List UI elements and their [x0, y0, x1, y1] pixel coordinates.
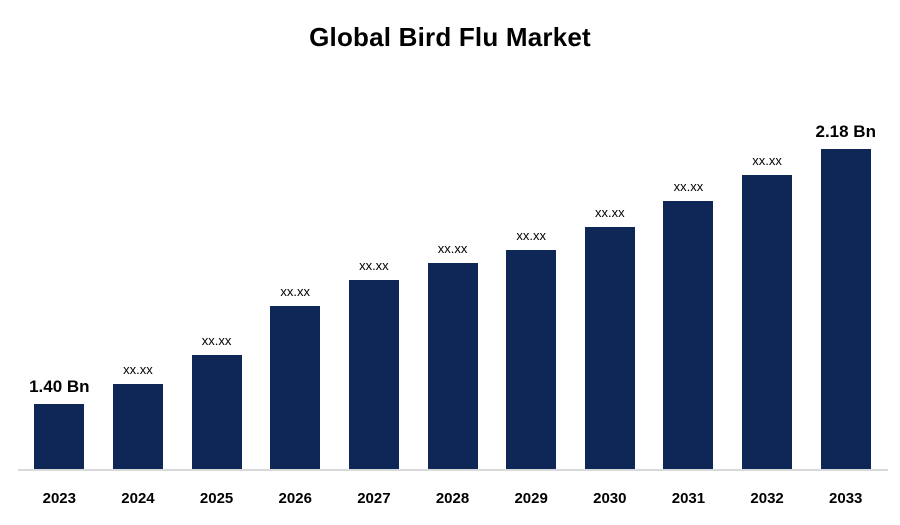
bar	[191, 355, 242, 469]
bar-column: xx.xx	[570, 205, 649, 469]
bar	[506, 250, 557, 469]
x-axis-label: 2024	[121, 490, 155, 507]
x-axis-label: 2031	[671, 490, 706, 507]
x-axis-label: 2029	[514, 490, 548, 507]
plot-area: 1.40 Bn xx.xx xx.xx xx.xx xx.xx xx.xx xx.xx xx.…	[20, 69, 885, 469]
bar	[820, 149, 871, 469]
bar-value-label: xx.xx	[201, 333, 232, 348]
x-axis-label: 2030	[593, 490, 627, 507]
bar	[663, 201, 714, 469]
bar-value-label: 1.40 Bn	[29, 377, 90, 396]
x-axis-label: 2033	[829, 490, 863, 507]
bar-column: xx.xx	[177, 333, 256, 469]
x-axis-line	[18, 469, 888, 471]
bar-column: xx.xx	[728, 153, 807, 469]
bar	[112, 384, 163, 469]
bar-value-label: xx.xx	[280, 284, 311, 299]
bar-column: xx.xx	[335, 258, 414, 469]
bar-value-label: xx.xx	[673, 179, 704, 194]
bar-column: xx.xx	[99, 362, 178, 469]
x-axis-label: 2032	[750, 490, 784, 507]
x-axis-label: 2027	[357, 490, 391, 507]
bar-value-label: xx.xx	[516, 228, 546, 243]
bar	[427, 263, 478, 469]
x-axis-label: 2026	[278, 490, 312, 507]
bar-value-label: xx.xx	[359, 258, 389, 273]
bar	[348, 280, 399, 469]
x-axis-labels: 2023 2024 2025 2026 2027 2028 2029 2030 2031 2032…	[20, 490, 885, 507]
bar-value-label: xx.xx	[123, 362, 153, 377]
bar-value-label: xx.xx	[594, 205, 625, 220]
bar-column: xx.xx	[649, 179, 728, 469]
x-axis-label: 2025	[199, 490, 234, 507]
bar-value-label: xx.xx	[437, 241, 468, 256]
bar	[742, 175, 793, 469]
bar-column: xx.xx	[413, 241, 492, 469]
x-axis-label: 2028	[435, 490, 470, 507]
bar	[270, 306, 321, 469]
bar	[584, 227, 635, 469]
x-axis-label: 2023	[42, 490, 76, 507]
bar-column: xx.xx	[256, 284, 335, 469]
chart-title: Global Bird Flu Market	[309, 22, 591, 52]
bar-column: 1.40 Bn	[20, 377, 99, 469]
bar-column: xx.xx	[492, 228, 571, 469]
bar-value-label: 2.18 Bn	[815, 122, 876, 141]
bar-column: 2.18 Bn	[806, 122, 885, 469]
bar-value-label: xx.xx	[752, 153, 782, 168]
bar	[34, 404, 85, 469]
